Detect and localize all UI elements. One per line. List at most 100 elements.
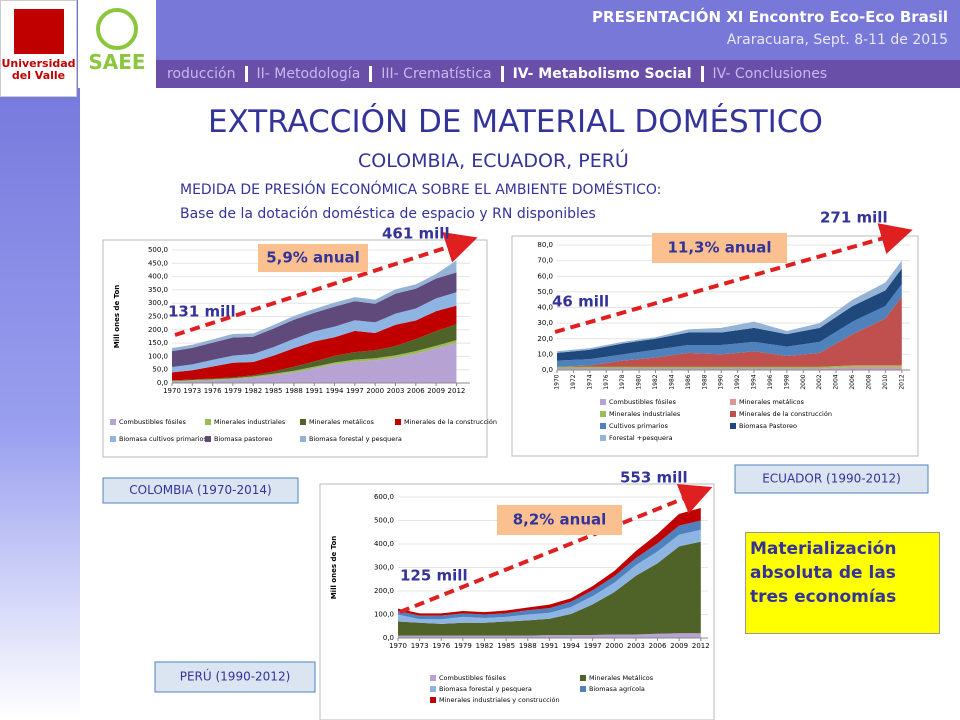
- y-tick-label: 250,0: [148, 313, 168, 321]
- legend-label: Biomasa pastoreo: [214, 435, 273, 443]
- x-tick-label: 2000: [800, 374, 807, 389]
- y-tick-label: 60,0: [537, 272, 553, 280]
- x-tick-label: 2002: [816, 374, 823, 389]
- legend-swatch: [730, 411, 736, 417]
- y-tick-label: 200,0: [148, 326, 168, 334]
- legend-label: Minerales de la construcción: [404, 418, 497, 426]
- x-tick-label: 1979: [454, 642, 472, 650]
- x-tick-label: 1991: [305, 387, 323, 395]
- y-tick-label: 400,0: [374, 540, 394, 548]
- x-tick-label: 1976: [204, 387, 222, 395]
- trend-arrow: [174, 232, 478, 337]
- x-tick-label: 1982: [476, 642, 494, 650]
- legend-label: Biomasa forestal y pesquera: [309, 435, 402, 443]
- side-bar: [0, 0, 80, 720]
- y-tick-label: 0,0: [157, 379, 168, 387]
- y-tick-label: 50,0: [152, 366, 168, 374]
- slide-subtitle: COLOMBIA, ECUADOR, PERÚ: [358, 150, 629, 172]
- x-tick-label: 2012: [692, 642, 710, 650]
- area: [398, 541, 701, 636]
- y-tick-label: 300,0: [148, 299, 168, 307]
- caption: ECUADOR (1990-2012): [762, 472, 901, 486]
- legend-swatch: [600, 411, 606, 417]
- nav-item[interactable]: roducción: [167, 66, 236, 82]
- growth-box: [497, 505, 622, 535]
- area: [557, 366, 902, 369]
- x-tick-label: 1976: [603, 374, 610, 389]
- area: [172, 272, 457, 368]
- legend-label: Combustibles fósiles: [119, 418, 186, 426]
- nav-item[interactable]: IV- Conclusiones: [700, 66, 837, 82]
- growth-box: [652, 233, 787, 263]
- slide-line: MEDIDA DE PRESIÓN ECONÓMICA SOBRE EL AMB…: [180, 182, 662, 198]
- caption: COLOMBIA (1970-2014): [129, 483, 271, 497]
- caption: PERÚ (1990-2012): [180, 669, 291, 684]
- nav-item[interactable]: II- Metodología: [244, 66, 370, 82]
- legend-label: Biomasa forestal y pesquera: [439, 685, 532, 693]
- x-tick-label: 2000: [366, 387, 384, 395]
- area: [172, 305, 457, 381]
- x-tick-label: 1979: [224, 387, 242, 395]
- legend-swatch: [730, 399, 736, 405]
- x-tick-label: 1990: [718, 374, 725, 389]
- y-tick-label: 200,0: [374, 587, 394, 595]
- nav: roducción II- Metodología III- Crematístic…: [158, 60, 836, 88]
- trend-arrow: [399, 484, 713, 614]
- legend-label: Biomasa Pastoreo: [739, 422, 797, 430]
- logo-text: SAEE: [88, 50, 146, 74]
- x-tick-label: 2000: [605, 642, 623, 650]
- legend-swatch: [300, 419, 306, 425]
- logo-saee: SAEE: [78, 0, 156, 88]
- y-axis-label: Mill ones de Ton: [113, 285, 121, 349]
- nav-item[interactable]: IV- Metabolismo Social: [500, 66, 701, 82]
- legend-swatch: [205, 419, 211, 425]
- legend-label: Biomasa agrícola: [589, 685, 645, 693]
- y-tick-label: 80,0: [537, 241, 553, 249]
- x-tick-label: 1986: [685, 374, 692, 389]
- nav-item[interactable]: III- Crematística: [369, 66, 500, 82]
- legend-label: Combustibles fósiles: [439, 674, 506, 682]
- legend-swatch: [600, 423, 606, 429]
- y-tick-label: 400,0: [148, 273, 168, 281]
- caption-box: [154, 661, 316, 693]
- legend-label: Combustibles fósiles: [609, 398, 676, 406]
- slide-title: EXTRACCIÓN DE MATERIAL DOMÉSTICO: [208, 104, 823, 140]
- legend-swatch: [205, 436, 211, 442]
- nav-bar: [100, 60, 960, 88]
- y-tick-label: 450,0: [148, 259, 168, 267]
- y-tick-label: 500,0: [148, 246, 168, 254]
- x-tick-label: 1985: [265, 387, 283, 395]
- legend-swatch: [600, 399, 606, 405]
- x-tick-label: 1982: [244, 387, 262, 395]
- x-tick-label: 1988: [285, 387, 303, 395]
- x-tick-label: 1973: [411, 642, 429, 650]
- legend-swatch: [110, 419, 116, 425]
- x-tick-label: 2009: [670, 642, 688, 650]
- y-tick-label: 30,0: [537, 319, 553, 327]
- x-tick-label: 1998: [783, 374, 790, 389]
- x-tick-label: 1994: [751, 374, 758, 389]
- x-tick-label: 1972: [570, 374, 577, 389]
- start-label: 131 mill: [168, 303, 236, 321]
- x-tick-label: 1996: [767, 374, 774, 389]
- header-bar: [80, 0, 960, 60]
- y-tick-label: 10,0: [537, 350, 553, 358]
- x-tick-label: 2012: [448, 387, 466, 395]
- x-tick-label: 1980: [636, 374, 643, 389]
- y-tick-label: 0,0: [542, 366, 553, 374]
- y-tick-label: 70,0: [537, 257, 553, 265]
- logo-univalle: Universidad del Valle: [0, 0, 77, 97]
- x-tick-label: 2008: [865, 374, 872, 389]
- x-tick-label: 1970: [554, 374, 561, 389]
- legend-swatch: [300, 436, 306, 442]
- x-tick-label: 2010: [882, 374, 889, 389]
- legend-label: Minerales metálicos: [309, 418, 374, 426]
- legend-swatch: [430, 686, 436, 692]
- area: [557, 296, 902, 367]
- area: [172, 343, 457, 383]
- growth-label: 5,9% anual: [266, 249, 360, 267]
- x-tick-label: 1992: [734, 374, 741, 389]
- x-tick-label: 1997: [346, 387, 364, 395]
- x-tick-label: 2003: [627, 642, 645, 650]
